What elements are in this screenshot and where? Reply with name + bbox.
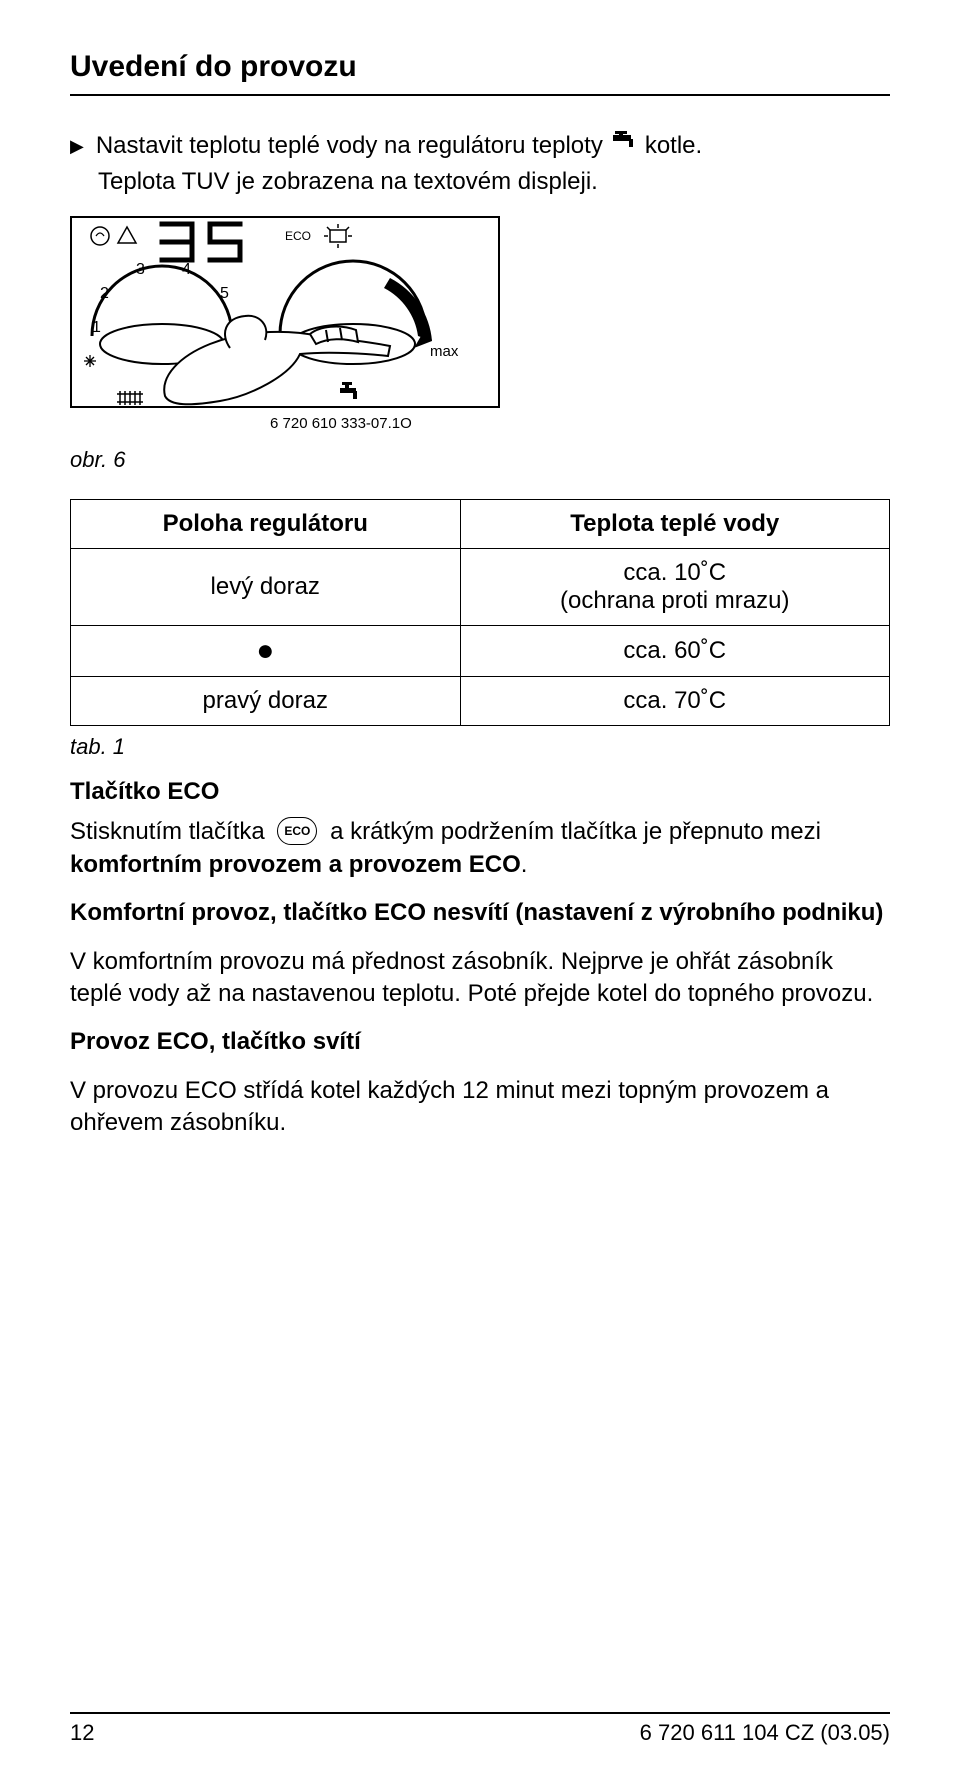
- svg-text:1: 1: [92, 319, 101, 336]
- eco-button-heading: Tlačítko ECO: [70, 778, 890, 806]
- table-row: ● cca. 60˚C: [71, 626, 890, 677]
- eco-label: ECO: [285, 229, 311, 243]
- svg-text:max: max: [430, 343, 459, 360]
- instruction-text-b: kotle.: [645, 130, 702, 162]
- text: .: [521, 851, 528, 878]
- instruction-text-a: Nastavit teplotu teplé vody na regulátor…: [96, 130, 603, 162]
- eco-icon: ECO: [277, 817, 317, 845]
- table-cell: ●: [71, 626, 461, 677]
- figure-ref: 6 720 610 333-07.1O: [270, 415, 412, 432]
- page-title: Uvedení do provozu: [70, 50, 890, 84]
- svg-text:5: 5: [220, 285, 229, 302]
- svg-text:2: 2: [100, 285, 109, 302]
- header-rule: [70, 94, 890, 96]
- temperature-table: Poloha regulátoru Teplota teplé vody lev…: [70, 499, 890, 726]
- table-caption: tab. 1: [70, 734, 890, 760]
- table-cell: cca. 70˚C: [460, 677, 890, 726]
- eco-button-paragraph: Stisknutím tlačítka ECO a krátkým podrže…: [70, 816, 890, 881]
- table-cell: cca. 10˚C (ochrana proti mrazu): [460, 549, 890, 626]
- eco-mode-body: V provozu ECO střídá kotel každých 12 mi…: [70, 1075, 890, 1140]
- table-header-right: Teplota teplé vody: [460, 500, 890, 549]
- bullet-triangle-icon: ▶: [70, 134, 84, 158]
- table-header-left: Poloha regulátoru: [71, 500, 461, 549]
- comfort-mode-block: Komfortní provoz, tlačítko ECO nesvítí (…: [70, 897, 890, 929]
- table-cell: levý doraz: [71, 549, 461, 626]
- doc-number: 6 720 611 104 CZ (03.05): [640, 1720, 890, 1746]
- footer-rule: [70, 1712, 890, 1714]
- table-cell: cca. 60˚C: [460, 626, 890, 677]
- eco-mode-block: Provoz ECO, tlačítko svítí: [70, 1026, 890, 1058]
- table-row: levý doraz cca. 10˚C (ochrana proti mraz…: [71, 549, 890, 626]
- text-bold: komfortním provozem a provozem ECO: [70, 851, 521, 878]
- text: Stisknutím tlačítka: [70, 818, 265, 845]
- table-row: pravý doraz cca. 70˚C: [71, 677, 890, 726]
- control-panel-figure: ECO 1 2 3 4 5: [70, 216, 890, 441]
- figure-caption: obr. 6: [70, 447, 890, 473]
- page-footer: 12 6 720 611 104 CZ (03.05): [70, 1720, 890, 1746]
- eco-mode-heading: Provoz ECO, tlačítko svítí: [70, 1028, 361, 1055]
- instruction-line-2: Teplota TUV je zobrazena na textovém dis…: [98, 168, 890, 196]
- text: a krátkým podržením tlačítka je přepnuto…: [330, 818, 821, 845]
- comfort-mode-body: V komfortním provozu má přednost zásobní…: [70, 946, 890, 1011]
- instruction-line-1: ▶ Nastavit teplotu teplé vody na regulát…: [70, 130, 890, 162]
- table-cell: pravý doraz: [71, 677, 461, 726]
- page-number: 12: [70, 1720, 94, 1746]
- comfort-mode-heading: Komfortní provoz, tlačítko ECO nesvítí (…: [70, 899, 883, 926]
- faucet-icon: [609, 130, 639, 162]
- svg-text:3: 3: [136, 261, 145, 278]
- svg-text:4: 4: [182, 261, 191, 278]
